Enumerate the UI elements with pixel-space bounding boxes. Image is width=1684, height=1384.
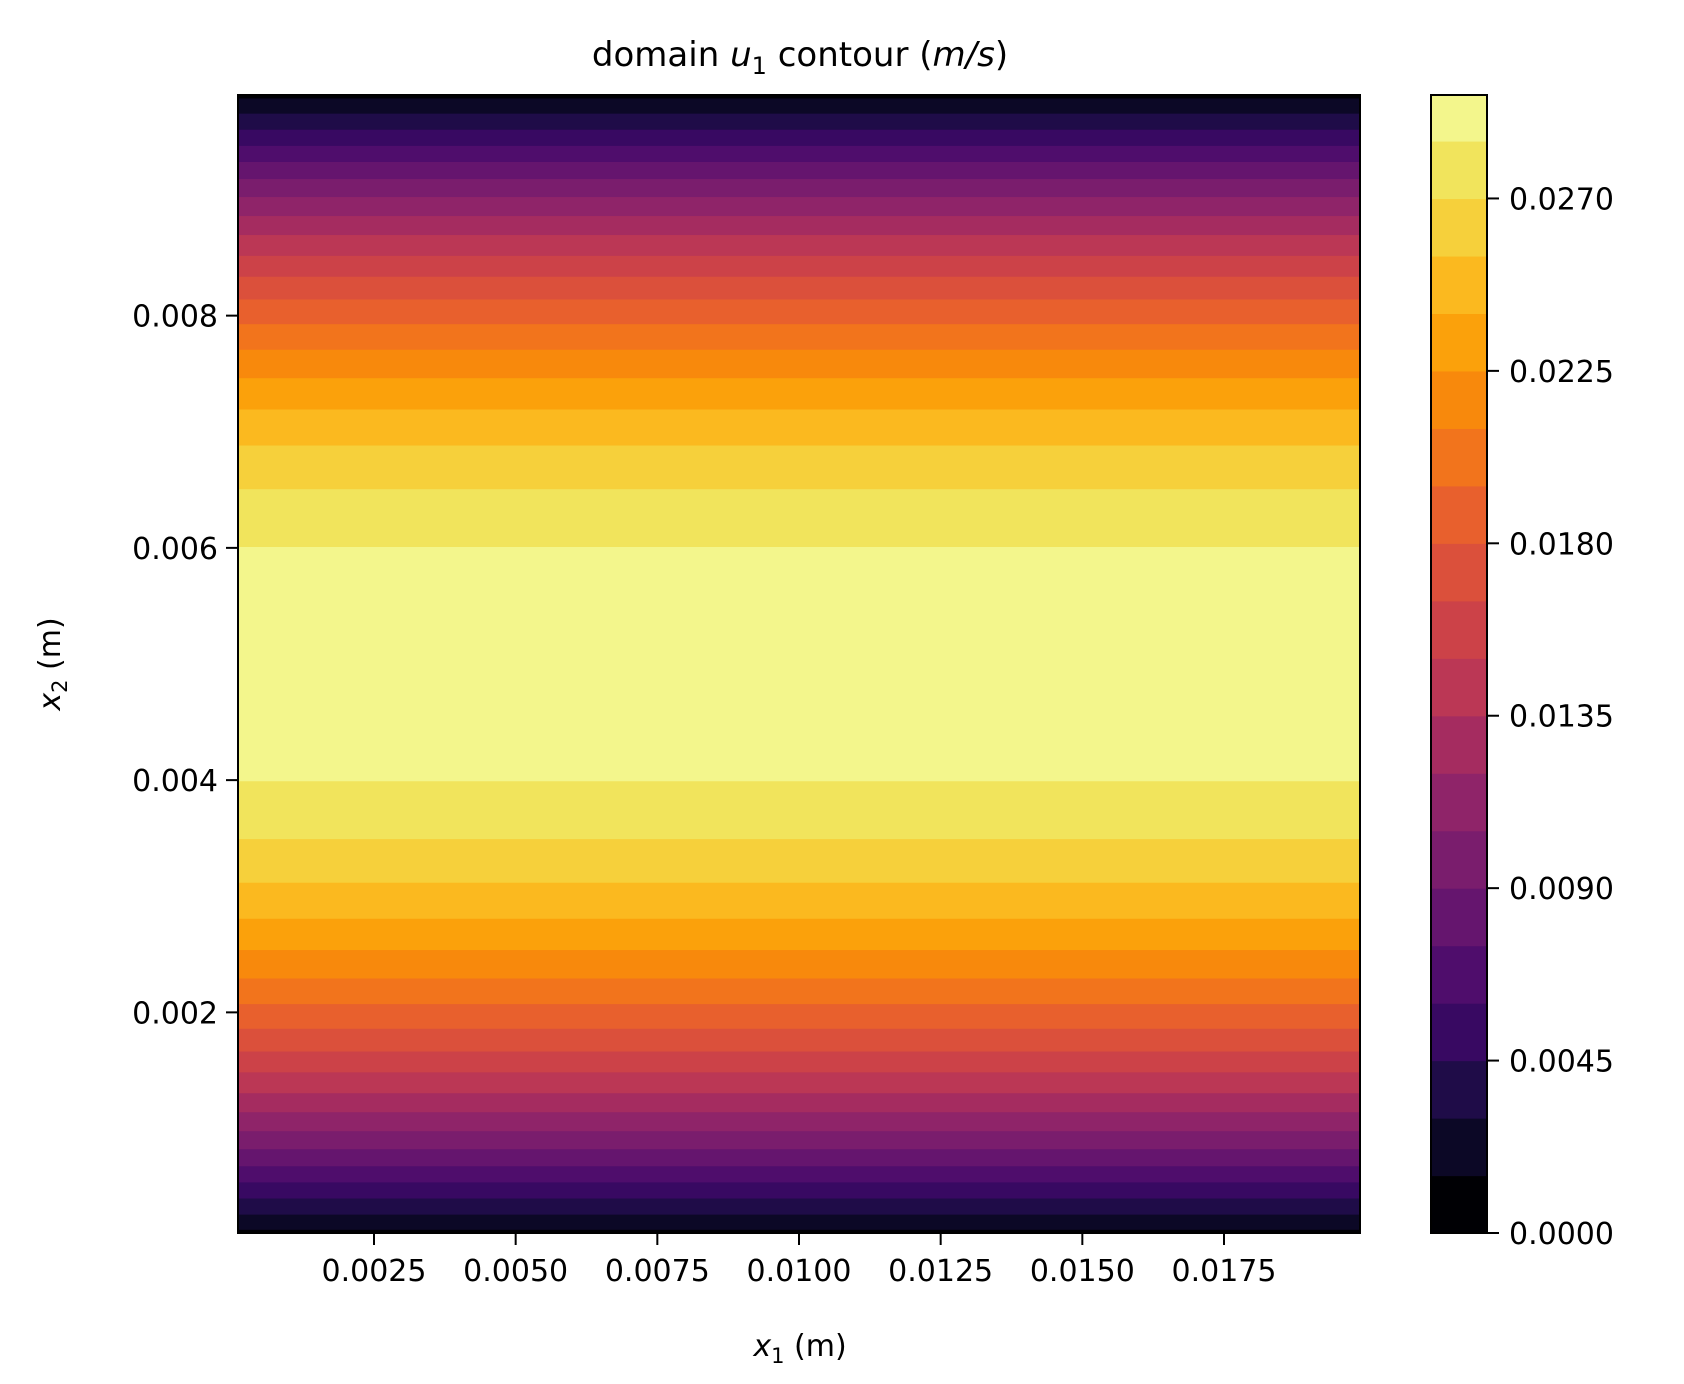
colorbar-level: [1431, 313, 1487, 372]
contour-bands: [238, 95, 1360, 1234]
x-tick-label: 0.0025: [322, 1254, 427, 1289]
contour-band: [238, 1229, 1360, 1234]
y-axis: 0.002 0.004 0.006 0.008: [132, 300, 238, 1031]
colorbar-level: [1431, 1175, 1487, 1234]
colorbar: [1431, 95, 1487, 1234]
colorbar-tick-label: 0.0090: [1509, 872, 1614, 907]
contour-band: [238, 1130, 1360, 1150]
colorbar-tick-label: 0.0000: [1509, 1217, 1614, 1252]
contour-band: [238, 546, 1360, 782]
colorbar-level: [1431, 140, 1487, 200]
colorbar-level: [1431, 255, 1487, 315]
colorbar-level: [1431, 1118, 1487, 1177]
chart-title: domain u1 contour (m/s): [592, 35, 1008, 80]
x-axis-label: x1 (m): [752, 1329, 846, 1368]
contour-band: [238, 215, 1360, 236]
contour-band: [238, 444, 1360, 490]
x-tick-label: 0.0175: [1172, 1254, 1277, 1289]
contour-band: [238, 1197, 1360, 1215]
colorbar-tick-label: 0.0135: [1509, 700, 1614, 735]
contour-band: [238, 488, 1360, 548]
colorbar-level: [1431, 658, 1487, 717]
contour-band: [238, 145, 1360, 162]
contour-band: [238, 949, 1360, 979]
colorbar-tick-label: 0.0225: [1509, 355, 1614, 390]
colorbar-tick-label: 0.0270: [1509, 182, 1614, 217]
colorbar-level: [1431, 945, 1487, 1004]
contour-band: [238, 1028, 1360, 1052]
x-tick-label: 0.0050: [463, 1254, 568, 1289]
colorbar-level: [1431, 830, 1487, 889]
colorbar-level: [1431, 485, 1487, 544]
colorbar-level: [1431, 370, 1487, 429]
colorbar-level: [1431, 888, 1487, 947]
contour-band: [238, 323, 1360, 350]
colorbar-level: [1431, 715, 1487, 774]
contour-band: [238, 1165, 1360, 1183]
contour-band: [238, 95, 1360, 99]
contour-band: [238, 129, 1360, 146]
colorbar-level: [1431, 1060, 1487, 1119]
contour-band: [238, 977, 1360, 1005]
contour-band: [238, 255, 1360, 277]
y-tick-label: 0.002: [132, 996, 218, 1031]
y-axis-label: x2 (m): [33, 617, 72, 711]
contour-band: [238, 276, 1360, 300]
y-tick-label: 0.004: [132, 764, 218, 799]
contour-band: [238, 196, 1360, 217]
colorbar-tick-label: 0.0045: [1509, 1045, 1614, 1080]
x-axis: 0.0025 0.0050 0.0075 0.0100 0.0125 0.0150 0.01…: [322, 1233, 1277, 1289]
colorbar-level: [1431, 198, 1487, 257]
y-tick-label: 0.008: [132, 300, 218, 335]
contour-band: [238, 1214, 1360, 1230]
contour-band: [238, 97, 1360, 114]
contour-band: [238, 1071, 1360, 1094]
x-tick-label: 0.0100: [747, 1254, 852, 1289]
contour-band: [238, 882, 1360, 919]
colorbar-frame: [1430, 94, 1488, 1234]
colorbar-level: [1431, 428, 1487, 487]
contour-band: [238, 1092, 1360, 1113]
contour-band: [238, 838, 1360, 883]
contour-band: [238, 377, 1360, 410]
contour-band: [238, 1111, 1360, 1132]
contour-band: [238, 780, 1360, 840]
contour-band: [238, 349, 1360, 379]
contour-band: [238, 1003, 1360, 1029]
contour-band: [238, 918, 1360, 951]
y-tick-label: 0.006: [132, 532, 218, 567]
contour-band: [238, 178, 1360, 198]
x-tick-label: 0.0150: [1030, 1254, 1135, 1289]
contour-band: [238, 234, 1360, 256]
colorbar-level: [1431, 95, 1487, 142]
colorbar-tick-label: 0.0180: [1509, 527, 1614, 562]
contour-band: [238, 408, 1360, 446]
x-tick-label: 0.0125: [888, 1254, 993, 1289]
x-tick-label: 0.0075: [605, 1254, 710, 1289]
contour-band: [238, 161, 1360, 180]
colorbar-level: [1431, 600, 1487, 659]
colorbar-level: [1431, 543, 1487, 602]
contour-band: [238, 1181, 1360, 1199]
contour-band: [238, 113, 1360, 130]
colorbar-axis: 0.0000 0.0045 0.0090 0.0135 0.0180 0.0225 0.02…: [1487, 182, 1614, 1252]
contour-band: [238, 298, 1360, 325]
contour-band: [238, 1050, 1360, 1073]
colorbar-level: [1431, 773, 1487, 832]
contour-band: [238, 1148, 1360, 1167]
colorbar-level: [1431, 1003, 1487, 1062]
